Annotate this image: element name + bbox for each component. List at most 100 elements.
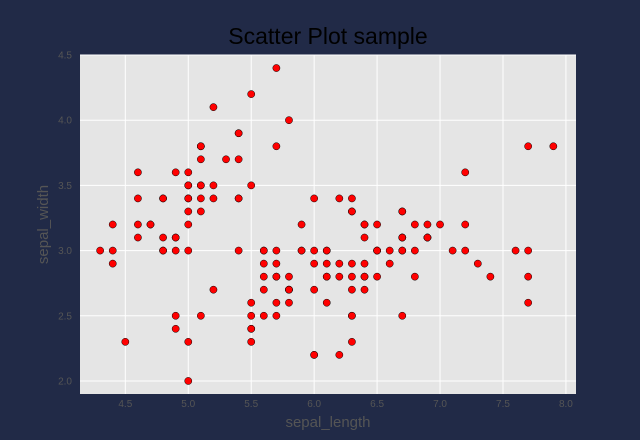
data-point xyxy=(272,64,281,72)
data-point xyxy=(96,246,104,255)
x-tick-label: 8.0 xyxy=(559,399,573,410)
data-point xyxy=(436,220,444,229)
data-point xyxy=(398,311,407,320)
data-point xyxy=(197,311,205,320)
data-point xyxy=(108,259,117,268)
x-axis-label: sepal_length xyxy=(285,414,370,431)
data-point xyxy=(348,207,356,216)
data-point xyxy=(310,246,319,255)
data-point xyxy=(348,285,356,294)
data-point xyxy=(272,142,281,151)
y-tick-label: 3.0 xyxy=(58,246,72,257)
data-point xyxy=(297,220,306,229)
x-tick-label: 7.5 xyxy=(496,399,510,410)
y-tick-label: 3.5 xyxy=(58,181,72,192)
data-point xyxy=(461,168,470,177)
data-point xyxy=(373,220,381,229)
data-point xyxy=(411,246,419,255)
data-point xyxy=(171,233,180,242)
data-point xyxy=(473,259,482,268)
data-point xyxy=(272,259,281,268)
data-point xyxy=(222,155,230,164)
y-tick-label: 4.5 xyxy=(58,51,72,62)
plot-area xyxy=(80,55,576,394)
data-point xyxy=(322,298,331,307)
data-point xyxy=(234,194,243,203)
data-point xyxy=(285,116,293,125)
data-point xyxy=(398,246,407,255)
data-point xyxy=(524,246,533,255)
data-point xyxy=(524,298,533,307)
data-point xyxy=(461,220,470,229)
data-point xyxy=(234,129,243,138)
data-point xyxy=(272,272,281,281)
data-point xyxy=(209,194,218,203)
data-point xyxy=(373,246,381,255)
data-point xyxy=(146,220,155,229)
data-point xyxy=(411,220,419,229)
data-point xyxy=(134,233,142,242)
data-point xyxy=(285,272,293,281)
data-point xyxy=(259,285,268,294)
data-point xyxy=(360,272,369,281)
data-point xyxy=(461,246,470,255)
data-point xyxy=(184,377,193,385)
data-point xyxy=(335,194,344,203)
data-point xyxy=(272,246,281,255)
data-point xyxy=(247,298,256,307)
data-point xyxy=(134,168,142,177)
data-point xyxy=(549,142,558,151)
data-point xyxy=(184,168,193,177)
data-point xyxy=(247,337,256,346)
data-point xyxy=(348,194,356,203)
x-tick-label: 6.5 xyxy=(370,399,384,410)
data-point xyxy=(322,272,331,281)
data-point xyxy=(385,259,394,268)
data-point xyxy=(259,311,268,320)
data-point xyxy=(108,246,117,255)
data-point xyxy=(197,142,205,151)
data-point xyxy=(310,194,319,203)
data-point xyxy=(247,181,256,190)
y-tick-label: 4.0 xyxy=(58,116,72,127)
data-point xyxy=(335,259,344,268)
data-point xyxy=(348,259,356,268)
data-point xyxy=(184,220,193,229)
data-point xyxy=(197,194,205,203)
data-point xyxy=(297,246,306,255)
data-point xyxy=(348,272,356,281)
data-point xyxy=(423,220,432,229)
data-point xyxy=(511,246,520,255)
data-point xyxy=(159,233,167,242)
data-point xyxy=(335,351,344,359)
data-point xyxy=(285,285,293,294)
data-point xyxy=(360,259,369,268)
data-point xyxy=(209,285,218,294)
data-point xyxy=(234,246,243,255)
x-axis-ticks: 4.5 5.0 5.5 6.0 6.5 7.0 7.5 8.0 xyxy=(118,399,573,410)
data-point xyxy=(197,155,205,164)
data-point xyxy=(209,181,218,190)
data-point xyxy=(259,246,268,255)
x-tick-label: 7.0 xyxy=(433,399,447,410)
chart-title: Scatter Plot sample xyxy=(228,23,427,49)
data-point xyxy=(486,272,495,281)
data-point xyxy=(121,337,130,346)
data-point xyxy=(184,337,193,346)
data-point xyxy=(247,90,256,98)
data-point xyxy=(247,311,256,320)
data-point xyxy=(348,337,356,346)
data-point xyxy=(259,272,268,281)
data-point xyxy=(411,272,419,281)
data-point xyxy=(197,207,205,216)
data-point xyxy=(234,155,243,164)
data-point xyxy=(134,220,142,229)
data-point xyxy=(322,259,331,268)
data-point xyxy=(272,298,281,307)
data-point xyxy=(322,246,331,255)
data-point xyxy=(184,194,193,203)
data-point xyxy=(310,285,319,294)
data-point xyxy=(184,207,193,216)
data-point xyxy=(184,181,193,190)
